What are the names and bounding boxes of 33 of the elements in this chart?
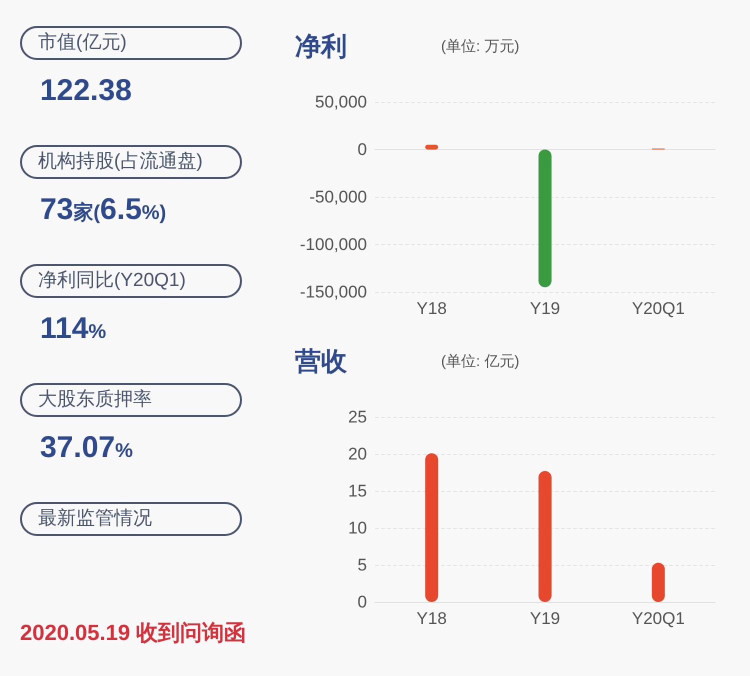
x-tick-label: Y18 [416,609,447,628]
y-tick-label: 5 [358,556,367,574]
y-tick-label: -50,000 [309,188,367,206]
y-tick-label: 10 [348,518,367,538]
text: 122.38 [40,74,132,107]
text: 73家(6.5%) [40,193,166,227]
text: 最新监管情况 [20,502,242,536]
text: 大股东质押率 [20,383,242,417]
x-tick-label: Y20Q1 [632,609,685,628]
y-tick-label: -150,000 [300,282,367,302]
chart-title: 净利 [295,31,347,61]
y-tick-label: 25 [348,408,367,426]
x-tick-label: Y20Q1 [632,299,685,318]
bar [538,471,552,602]
text: 净利同比(Y20Q1) [20,264,242,298]
y-tick-label: 20 [348,444,367,464]
bar [425,453,438,602]
y-tick-label: 15 [348,482,367,500]
x-tick-label: Y19 [530,609,560,628]
text: 机构持股(占流通盘) [20,145,242,179]
chart-title: 营收 [294,346,348,376]
x-tick-label: Y19 [530,299,560,318]
chart-subtitle: (单位: 万元) [441,38,520,55]
y-tick-label: -100,000 [300,235,367,254]
chart-subtitle: (单位: 亿元) [441,353,520,370]
y-tick-label: 50,000 [315,92,367,112]
y-tick-label: 0 [358,592,367,612]
x-tick-label: Y18 [416,299,447,318]
text: 114% [40,312,106,346]
y-tick-label: 0 [358,140,367,159]
text: 2020.05.19 收到问询函 [20,619,246,647]
text: 市值(亿元) [20,26,242,60]
text: 37.07% [40,431,133,465]
